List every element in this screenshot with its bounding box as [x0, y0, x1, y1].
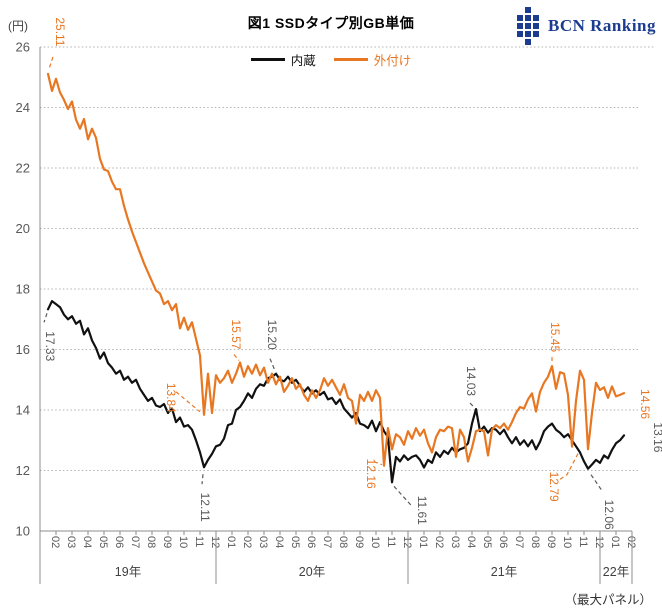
legend-label-external: 外付け	[373, 54, 412, 68]
y-axis-label: 26	[16, 40, 30, 55]
x-month-label: 02	[49, 536, 61, 548]
bcn-logo-squares-icon	[516, 7, 539, 45]
x-month-label: 05	[481, 536, 493, 548]
y-axis-label: 16	[16, 342, 30, 357]
series-line-internal	[46, 300, 626, 484]
x-month-label: 04	[273, 536, 285, 548]
x-month-label: 01	[225, 536, 237, 548]
y-axis-label: 22	[16, 161, 30, 176]
annotation-label: 12.11	[198, 493, 212, 522]
x-month-label: 03	[65, 536, 77, 548]
internal-line-swatch-icon	[250, 58, 285, 61]
x-month-label: 07	[321, 536, 333, 548]
legend-item-external: 外付け	[333, 50, 412, 69]
external-line-swatch-icon	[333, 58, 368, 61]
y-axis-unit-label: (円)	[8, 19, 28, 33]
x-month-label: 12	[401, 536, 413, 548]
annotation-label: 14.56	[638, 389, 652, 419]
x-month-label: 06	[113, 536, 125, 548]
year-label: 21年	[491, 565, 517, 579]
annotation-label: 15.20	[265, 320, 279, 350]
annotation-leader-line	[175, 391, 201, 413]
x-month-label: 09	[353, 536, 365, 548]
annotation-leader-line	[393, 485, 413, 507]
annotation-label: 12.06	[602, 500, 616, 530]
annotation-leader-line	[43, 313, 48, 323]
annotation-label: 13.84	[164, 383, 178, 413]
y-axis-label: 12	[16, 463, 30, 478]
x-month-label: 08	[145, 536, 157, 548]
y-axis-label: 24	[16, 100, 30, 115]
annotation-label: 12.16	[364, 459, 378, 489]
panel-footnote: （最大パネル）	[564, 593, 652, 607]
x-month-label: 03	[257, 536, 269, 548]
x-month-label: 04	[81, 536, 93, 548]
y-axis-label: 14	[16, 403, 30, 418]
annotation-leader-line	[233, 354, 240, 361]
annotation-label: 17.33	[43, 331, 57, 361]
x-month-label: 07	[129, 536, 141, 548]
x-month-label: 11	[193, 536, 205, 547]
x-month-label: 03	[449, 536, 461, 548]
x-month-label: 07	[513, 536, 525, 548]
annotation-label: 15.57	[229, 319, 243, 349]
year-label: 22年	[603, 565, 629, 579]
y-axis-label: 18	[16, 282, 30, 297]
x-month-label: 09	[545, 536, 557, 548]
annotation-label: 13.16	[651, 422, 662, 452]
series-line-external	[46, 72, 626, 467]
x-month-label: 11	[385, 536, 397, 547]
x-month-label: 12	[593, 536, 605, 548]
x-month-label: 01	[609, 536, 621, 548]
x-month-label: 05	[289, 536, 301, 548]
x-month-label: 01	[417, 536, 429, 548]
annotation-leader-line	[469, 402, 476, 409]
annotation-leader-line	[590, 474, 603, 492]
x-month-label: 10	[369, 536, 381, 548]
x-month-label: 02	[433, 536, 445, 548]
annotation-leader-line	[269, 358, 276, 371]
chart-legend: 内蔵 外付け	[0, 50, 662, 69]
x-month-label: 05	[97, 536, 109, 548]
x-month-label: 09	[161, 536, 173, 548]
year-label: 20年	[299, 565, 325, 579]
annotation-label: 12.79	[547, 472, 561, 502]
bcn-ranking-logo: BCN Ranking	[516, 7, 656, 45]
bcn-ranking-logo-text: BCN Ranking	[547, 16, 656, 35]
x-month-label: 12	[209, 536, 221, 548]
annotation-leader-line	[48, 56, 54, 70]
annotation-label: 11.61	[415, 496, 429, 525]
year-label: 19年	[115, 565, 141, 579]
x-month-label: 08	[337, 536, 349, 548]
x-month-label: 02	[241, 536, 253, 548]
x-month-label: 08	[529, 536, 541, 548]
annotation-leader-line	[557, 453, 579, 482]
y-axis-label: 20	[16, 221, 30, 236]
x-month-label: 10	[561, 536, 573, 548]
x-month-label: 06	[497, 536, 509, 548]
x-month-label: 06	[305, 536, 317, 548]
annotation-leader-line	[201, 474, 204, 485]
legend-label-internal: 内蔵	[290, 54, 316, 68]
annotation-label: 14.03	[464, 366, 478, 396]
x-month-label: 04	[465, 536, 477, 548]
annotation-leader-line	[373, 461, 383, 466]
x-month-label: 02	[625, 536, 637, 548]
page-title: 図1 SSDタイプ別GB単価	[247, 15, 415, 31]
y-axis-label: 10	[16, 524, 30, 539]
x-month-label: 10	[177, 536, 189, 548]
x-month-label: 11	[577, 536, 589, 547]
annotation-label: 15.45	[548, 322, 562, 352]
legend-item-internal: 内蔵	[250, 50, 316, 69]
annotation-label: 25.11	[53, 17, 67, 46]
